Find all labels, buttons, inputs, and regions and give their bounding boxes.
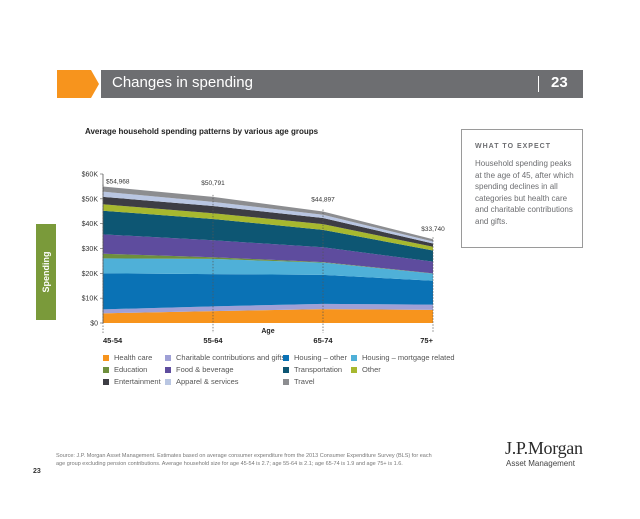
legend-swatch-3 — [351, 354, 357, 361]
legend-swatch-2 — [283, 354, 289, 361]
area-series-3 — [103, 258, 433, 281]
area-series-9 — [103, 191, 433, 244]
legend-item-8: Entertainment — [103, 377, 161, 386]
y-tick-label-1: $10K — [82, 296, 99, 303]
legend-label-7: Other — [362, 365, 381, 374]
y-tick-label-6: $60K — [82, 172, 99, 179]
legend-item-1: Charitable contributions and gifts — [165, 353, 285, 362]
total-label-0: $54,968 — [106, 178, 130, 185]
callout-heading: WHAT TO EXPECT — [475, 143, 551, 150]
legend-item-4: Education — [103, 365, 147, 374]
legend-label-9: Apparel & services — [176, 377, 239, 386]
legend-swatch-9 — [165, 378, 171, 385]
y-tick-label-5: $50K — [82, 196, 99, 203]
legend-item-5: Food & beverage — [165, 365, 234, 374]
footer-page-number: 23 — [33, 468, 41, 475]
legend-swatch-4 — [103, 366, 109, 373]
y-tick-label-0: $0 — [90, 321, 98, 328]
x-tick-label-1: 55-64 — [203, 336, 223, 345]
legend-swatch-5 — [165, 366, 171, 373]
legend-swatch-8 — [103, 378, 109, 385]
header-accent-chevron — [57, 70, 101, 98]
area-series-1 — [103, 303, 433, 314]
legend-swatch-7 — [351, 366, 357, 373]
area-series-4 — [103, 253, 433, 274]
jpmorgan-logo: J.P.Morgan — [505, 438, 583, 458]
total-label-3: $33,740 — [421, 226, 445, 233]
legend-label-5: Food & beverage — [176, 365, 234, 374]
legend-label-4: Education — [114, 365, 148, 374]
legend-item-3: Housing – mortgage related — [351, 353, 455, 362]
legend-item-10: Travel — [283, 377, 315, 386]
header-divider — [538, 76, 539, 92]
callout-body: Household spending peaks at the age of 4… — [475, 159, 574, 226]
area-series-0 — [103, 309, 433, 323]
legend-label-1: Charitable contributions and gifts — [176, 353, 286, 362]
legend-item-2: Housing – other — [283, 353, 347, 362]
area-series-8 — [103, 196, 433, 247]
legend-label-10: Travel — [294, 377, 315, 386]
area-series-5 — [103, 234, 433, 274]
source-note: Source: J.P. Morgan Asset Management. Es… — [56, 453, 432, 467]
x-tick-label-3: 75+ — [420, 336, 433, 345]
chart-legend: Health care Charitable contributions and … — [103, 353, 463, 389]
legend-swatch-1 — [165, 354, 171, 361]
area-series-2 — [103, 273, 433, 310]
page-title: Changes in spending — [112, 74, 253, 91]
total-label-1: $50,791 — [201, 180, 225, 187]
legend-item-0: Health care — [103, 353, 152, 362]
area-series-6 — [103, 210, 433, 262]
legend-item-9: Apparel & services — [165, 377, 239, 386]
legend-label-0: Health care — [114, 353, 153, 362]
header-page-number: 23 — [551, 74, 568, 91]
section-tab[interactable] — [36, 224, 56, 320]
y-tick-label-4: $40K — [82, 221, 99, 228]
x-axis-label: Age — [261, 328, 274, 335]
legend-swatch-6 — [283, 366, 289, 373]
legend-label-8: Entertainment — [114, 377, 161, 386]
legend-label-6: Transportation — [294, 365, 343, 374]
legend-swatch-10 — [283, 378, 289, 385]
legend-swatch-0 — [103, 354, 109, 361]
logo-subtitle: Asset Management — [506, 459, 575, 468]
header-bar — [101, 70, 583, 98]
legend-item-6: Transportation — [283, 365, 342, 374]
x-tick-label-0: 45-54 — [103, 336, 123, 345]
y-tick-label-3: $30K — [82, 246, 99, 253]
legend-label-3: Housing – mortgage related — [362, 353, 455, 362]
chart-title: Average household spending patterns by v… — [85, 127, 319, 136]
callout-box — [461, 129, 583, 248]
y-tick-label-2: $20K — [82, 271, 99, 278]
legend-label-2: Housing – other — [294, 353, 347, 362]
legend-item-7: Other — [351, 365, 381, 374]
area-series-7 — [103, 204, 433, 251]
x-tick-label-2: 65-74 — [313, 336, 333, 345]
total-label-2: $44,897 — [311, 197, 335, 204]
area-series-10 — [103, 186, 433, 242]
